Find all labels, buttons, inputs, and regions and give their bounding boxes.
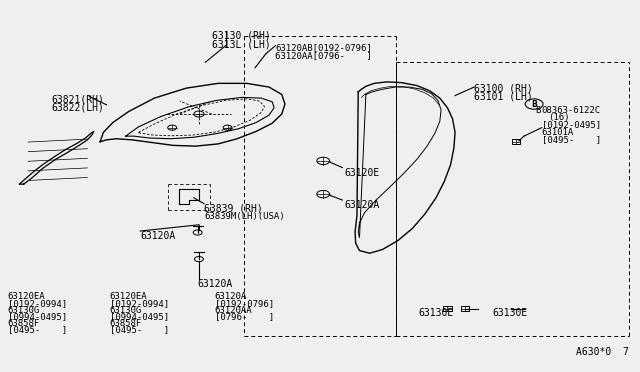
Text: 63822(LH): 63822(LH)	[51, 103, 104, 113]
Text: 6313L (LH): 6313L (LH)	[212, 39, 271, 49]
Text: 08363-6122C: 08363-6122C	[541, 106, 601, 115]
Bar	[461, 306, 469, 311]
Text: B: B	[531, 100, 537, 109]
Text: 63120A: 63120A	[140, 231, 175, 241]
Text: [0192-0495]: [0192-0495]	[541, 120, 601, 129]
Text: 63120E: 63120E	[344, 168, 380, 178]
Text: 63120AA[0796-    ]: 63120AA[0796- ]	[275, 51, 372, 60]
Text: 63100 (RH): 63100 (RH)	[474, 83, 533, 93]
Text: 63101 (LH): 63101 (LH)	[474, 92, 533, 102]
Text: 63120EA: 63120EA	[109, 292, 147, 301]
Text: 63130G: 63130G	[8, 306, 40, 315]
Text: 63130E: 63130E	[419, 308, 454, 318]
Text: A630*0  7: A630*0 7	[576, 347, 629, 357]
Text: 63839M(LH)(USA): 63839M(LH)(USA)	[204, 212, 285, 221]
Text: 63120AB[0192-0796]: 63120AB[0192-0796]	[275, 43, 372, 52]
Bar	[512, 139, 520, 144]
Text: [0796-    ]: [0796- ]	[215, 312, 274, 321]
Text: 63101A: 63101A	[541, 128, 574, 137]
Text: 63120A: 63120A	[344, 200, 380, 210]
Text: 63130 (RH): 63130 (RH)	[212, 31, 271, 41]
Text: [0495-    ]: [0495- ]	[541, 135, 601, 144]
Text: [0192-0994]: [0192-0994]	[8, 299, 67, 308]
Bar	[444, 306, 452, 311]
Text: 63120A: 63120A	[198, 279, 233, 289]
Text: 63120AA: 63120AA	[215, 306, 253, 315]
Text: [0192-0994]: [0192-0994]	[109, 299, 169, 308]
Text: (16): (16)	[548, 113, 570, 122]
Text: 63130E: 63130E	[492, 308, 527, 318]
Text: [0495-    ]: [0495- ]	[8, 326, 67, 334]
Text: [0495-    ]: [0495- ]	[109, 326, 169, 334]
Text: [0994-0495]: [0994-0495]	[109, 312, 169, 321]
Text: 63120EA: 63120EA	[8, 292, 45, 301]
Text: 63120A: 63120A	[215, 292, 247, 301]
Text: [0192-0796]: [0192-0796]	[215, 299, 274, 308]
Text: [0994-0495]: [0994-0495]	[8, 312, 67, 321]
Text: B: B	[536, 106, 541, 115]
Text: 63858F: 63858F	[8, 319, 40, 328]
Text: 63858F: 63858F	[109, 319, 142, 328]
Text: 63130G: 63130G	[109, 306, 142, 315]
Text: 63839 (RH): 63839 (RH)	[204, 204, 263, 214]
Text: 63821(RH): 63821(RH)	[51, 94, 104, 105]
